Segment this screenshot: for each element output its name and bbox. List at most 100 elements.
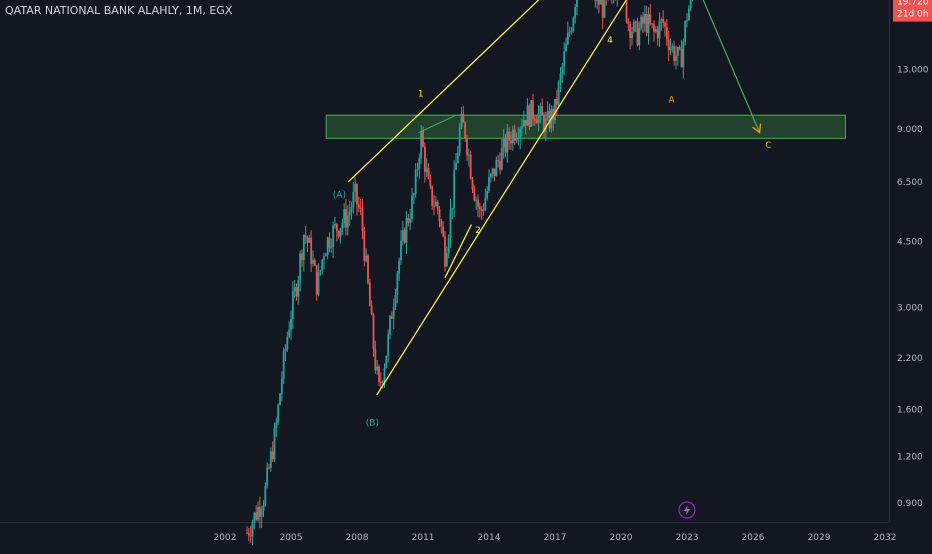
channel-upper-line[interactable] [347,0,586,183]
candle-body [264,485,267,505]
candle-body [528,105,531,127]
last-price-label: 19.720 [897,0,929,8]
candle-body [376,366,379,371]
candle-body [539,106,542,114]
candle-body [297,280,300,297]
lightning-glyph [684,505,690,515]
price-tick-label: 4.500 [897,238,923,248]
candle-body [651,23,654,25]
candle-body [517,138,520,140]
candle-body [636,22,639,46]
exchange-label: EGX [209,4,233,17]
candle-body [279,393,281,405]
candle-body [625,0,628,22]
candle-body [493,168,496,177]
candle-body [455,163,457,170]
candle-body [480,209,483,211]
candle-body [526,105,529,126]
candle-body [673,46,676,61]
candle-body [401,229,404,241]
wave-label: C [765,141,771,151]
candle-body [462,113,465,123]
candle-body [576,0,578,8]
candle-body [535,120,538,124]
candle-body [394,294,397,307]
candle-body [357,204,360,208]
candle-body [658,20,661,39]
candle-body [508,131,511,141]
candle-body [304,235,307,238]
price-tick-label: 9.000 [897,125,923,135]
candle-body [460,113,463,128]
projection-arrow-head [752,123,762,134]
candle-body [246,532,248,534]
candle-body [385,355,388,368]
time-tick-label: 2014 [478,533,501,543]
candle-body [306,237,309,243]
candle-body [295,287,298,297]
time-tick-label: 2032 [874,533,897,543]
candle-body [557,82,560,105]
candle-body [561,66,564,74]
candle-body [251,522,254,536]
candle-body [477,200,479,207]
candle-body [532,100,534,119]
candle-body [368,282,371,307]
time-tick-label: 2002 [214,533,237,543]
time-tick-label: 2020 [610,533,633,543]
wave-label: 4 [607,36,613,46]
candle-body [262,504,265,511]
price-tick-label: 0.900 [897,499,923,509]
candle-body [350,207,353,212]
candle-body [522,120,525,127]
candle-body [335,223,338,232]
candle-body [647,14,650,34]
candle-body [315,265,318,295]
lightning-icon[interactable] [678,501,696,519]
candle-body [596,0,599,1]
projection-arrow-line[interactable] [698,0,761,133]
candle-body [405,217,408,243]
candle-body [269,451,272,468]
candle-body [656,29,659,39]
bar-countdown-label: 21d 0h [897,10,928,20]
candle-body [574,7,577,19]
candle-body [640,16,643,29]
candle-body [497,160,500,162]
wave-1-top-line[interactable] [418,114,463,134]
candle-body [643,14,646,24]
candle-body [339,228,342,237]
candle-body [469,154,472,179]
candle-body [372,314,375,349]
candle-body [572,18,575,32]
candle-body [568,31,571,33]
candle-body [293,287,296,292]
candle-body [334,223,336,226]
candle-body [665,26,668,40]
candle-body [513,129,516,141]
candle-body [510,140,512,144]
channel-lower-line[interactable] [376,0,650,396]
price-tick-label: 1.200 [897,452,923,462]
candle-body [687,8,690,21]
wave-label: 1 [418,89,424,99]
candle-body [511,129,514,144]
candle-body [653,24,655,32]
support-zone[interactable] [325,114,846,139]
candle-body [365,255,368,261]
candle-body [631,31,633,39]
candle-body [414,169,417,195]
candle-body [667,39,670,51]
wave-2-trendline[interactable] [444,224,472,279]
candle-body [489,173,492,178]
candle-body [284,349,287,352]
candle-body [412,194,415,196]
candle-body [478,206,481,210]
candle-body [629,24,632,39]
candle-body [603,0,606,18]
candle-body [675,55,677,61]
candle-body [423,146,426,172]
candle-body [400,240,402,261]
